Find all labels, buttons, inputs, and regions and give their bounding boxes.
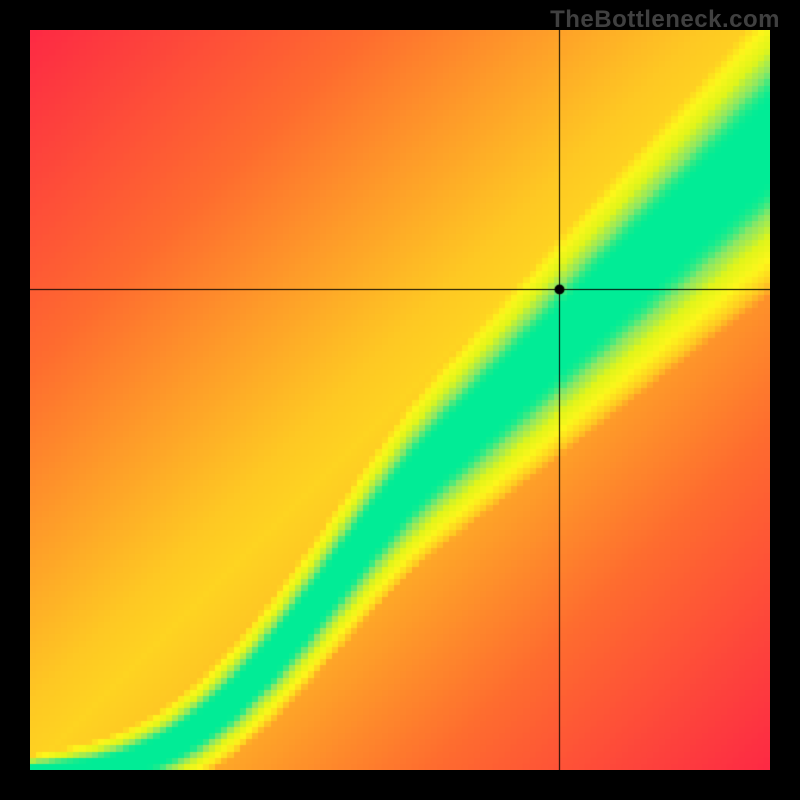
bottleneck-heatmap — [30, 30, 770, 770]
